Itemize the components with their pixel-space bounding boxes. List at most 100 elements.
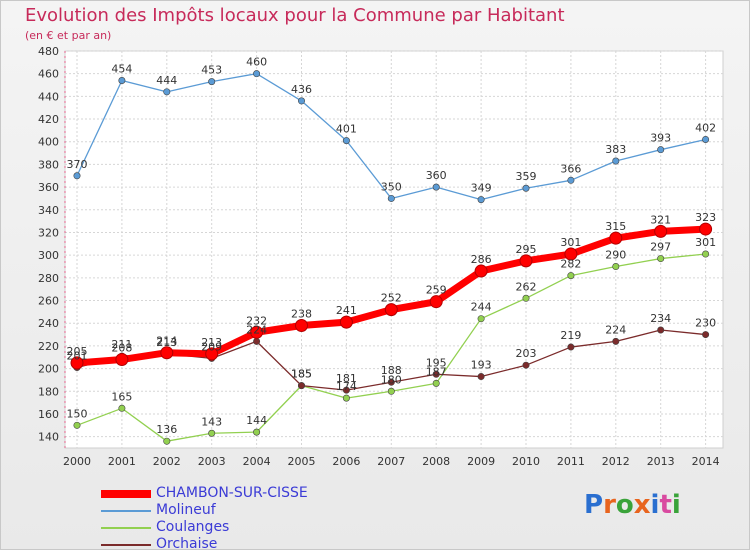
y-tick-label: 280 (38, 272, 59, 285)
data-point (163, 88, 171, 96)
x-tick-label: 2004 (243, 455, 271, 468)
data-label: 195 (426, 356, 447, 369)
legend-swatch (101, 510, 151, 512)
y-tick-label: 320 (38, 226, 59, 239)
data-label: 321 (650, 213, 671, 226)
logo-letter: x (633, 490, 651, 520)
data-point (699, 222, 713, 236)
data-point (564, 247, 578, 261)
data-label: 213 (201, 336, 222, 349)
data-label: 370 (67, 158, 88, 171)
data-label: 209 (201, 340, 222, 353)
x-tick-label: 2009 (467, 455, 495, 468)
data-label: 393 (650, 132, 671, 145)
y-tick-label: 380 (38, 158, 59, 171)
data-label: 219 (560, 329, 581, 342)
data-label: 181 (336, 372, 357, 385)
data-point (567, 176, 575, 184)
x-tick-label: 2008 (422, 455, 450, 468)
data-point (205, 347, 219, 361)
data-label: 224 (605, 323, 626, 336)
data-label: 174 (336, 380, 357, 393)
data-point (432, 183, 440, 191)
data-label: 252 (381, 292, 402, 305)
data-label: 453 (201, 64, 222, 77)
logo-letter: t (659, 490, 672, 520)
y-tick-label: 460 (38, 68, 59, 81)
data-point (477, 315, 485, 323)
data-label: 187 (426, 365, 447, 378)
x-tick-label: 2000 (63, 455, 91, 468)
data-point (567, 272, 575, 280)
data-label: 244 (471, 301, 492, 314)
data-point (339, 315, 353, 329)
data-point (295, 318, 308, 332)
data-point (253, 337, 261, 345)
chart-subtitle: (en € et par an) (25, 29, 112, 42)
y-tick-label: 140 (38, 431, 59, 444)
data-label: 301 (695, 236, 716, 249)
y-tick-label: 260 (38, 295, 59, 308)
data-label: 241 (336, 304, 357, 317)
data-point (657, 326, 665, 334)
logo-letter: r (603, 490, 616, 520)
data-point (657, 146, 665, 154)
data-label: 360 (426, 169, 447, 182)
y-tick-label: 240 (38, 317, 59, 330)
data-point (163, 437, 171, 445)
data-point (387, 194, 395, 202)
data-point (342, 386, 350, 394)
legend-label: Coulanges (156, 519, 230, 535)
data-point (654, 224, 668, 238)
x-tick-label: 2014 (692, 455, 720, 468)
y-tick-label: 300 (38, 249, 59, 262)
data-point (384, 303, 398, 317)
x-tick-label: 2012 (602, 455, 630, 468)
legend-swatch (101, 527, 151, 529)
data-point (115, 353, 129, 367)
data-point (519, 254, 533, 268)
data-label: 460 (246, 56, 267, 69)
data-label: 224 (246, 323, 267, 336)
data-label: 238 (291, 307, 312, 320)
legend-swatch (101, 544, 151, 546)
data-point (432, 379, 440, 387)
chart-title: Evolution des Impôts locaux pour la Comm… (25, 5, 565, 26)
x-tick-label: 2006 (332, 455, 360, 468)
y-tick-label: 180 (38, 385, 59, 398)
data-point (432, 370, 440, 378)
data-label: 232 (246, 314, 267, 327)
data-label: 213 (156, 336, 177, 349)
data-label: 201 (67, 349, 88, 362)
data-label: 234 (650, 312, 671, 325)
data-point (253, 428, 261, 436)
data-label: 185 (291, 368, 312, 381)
y-tick-label: 440 (38, 90, 59, 103)
data-point (612, 337, 620, 345)
x-tick-label: 2007 (377, 455, 405, 468)
data-label: 315 (605, 220, 626, 233)
data-label: 290 (605, 249, 626, 262)
x-tick-label: 2011 (557, 455, 585, 468)
logo-letter: i (650, 490, 660, 520)
y-tick-label: 360 (38, 181, 59, 194)
data-label: 208 (111, 342, 132, 355)
data-point (70, 356, 84, 370)
data-label: 230 (695, 317, 716, 330)
x-tick-label: 2002 (153, 455, 181, 468)
data-label: 454 (111, 62, 132, 75)
data-label: 297 (650, 241, 671, 254)
x-tick-label: 2010 (512, 455, 540, 468)
data-label: 211 (111, 338, 132, 351)
data-label: 188 (381, 364, 402, 377)
data-point (73, 421, 81, 429)
data-label: 359 (516, 170, 537, 183)
data-label: 205 (67, 345, 88, 358)
data-point (612, 157, 620, 165)
legend-swatch (101, 490, 151, 498)
data-label: 286 (471, 253, 492, 266)
data-point (253, 70, 261, 78)
data-label: 301 (560, 236, 581, 249)
data-label: 143 (201, 415, 222, 428)
data-point (612, 263, 620, 271)
